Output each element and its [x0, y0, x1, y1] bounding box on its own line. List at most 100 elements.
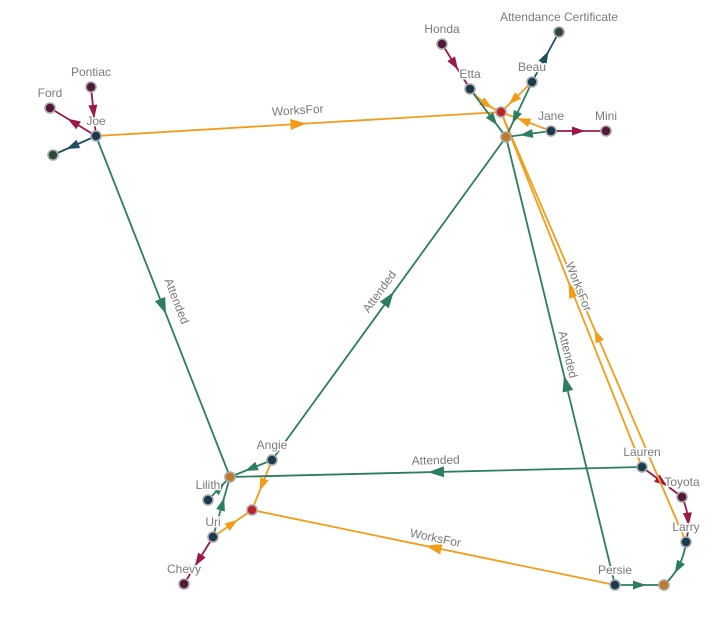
arrowhead-icon: [512, 109, 522, 124]
node-larry[interactable]: [680, 536, 692, 548]
node-honda[interactable]: [436, 38, 448, 50]
edge-label-lauren-event2: Attended: [412, 453, 460, 468]
node-label-chevy: Chevy: [167, 562, 201, 576]
arrowhead-icon: [290, 118, 307, 130]
edges-layer: [49, 31, 692, 590]
arrowhead-icon: [572, 126, 585, 136]
arrowhead-icon: [682, 512, 692, 526]
arrowhead-icon: [259, 477, 269, 492]
edge-joe-event2[interactable]: [95, 135, 231, 478]
arrowhead-icon: [195, 552, 206, 567]
node-label-ford: Ford: [38, 86, 63, 100]
node-toyota[interactable]: [676, 491, 688, 503]
edge-angie-event1[interactable]: [271, 136, 507, 461]
arrowhead-icon: [517, 118, 532, 128]
arrowhead-icon: [88, 104, 98, 118]
edge-pontiac-joe[interactable]: [88, 86, 98, 137]
node-label-mini: Mini: [595, 109, 617, 123]
edge-label-lauren-company1: WorksFor: [563, 260, 595, 313]
edge-joe-ford[interactable]: [49, 107, 97, 137]
arrowhead-icon: [66, 139, 81, 150]
node-uri[interactable]: [207, 531, 219, 543]
edge-persie-event3[interactable]: [615, 580, 664, 590]
node-pontiac[interactable]: [85, 81, 97, 93]
node-angie[interactable]: [266, 454, 278, 466]
edge-label-joe-company1: WorksFor: [271, 102, 324, 119]
arrowhead-icon: [154, 297, 166, 314]
node-etta[interactable]: [464, 83, 476, 95]
node-label-lilith: Lilith: [196, 478, 221, 492]
edge-angie-company2[interactable]: [251, 459, 273, 511]
edge-jane-company1[interactable]: [500, 111, 552, 132]
edge-honda-etta[interactable]: [441, 43, 471, 90]
arrowhead-icon: [674, 559, 685, 574]
edge-beau-attcert[interactable]: [531, 31, 560, 83]
edge-etta-event1[interactable]: [469, 88, 507, 138]
node-label-joe: Joe: [86, 114, 106, 128]
node-event1[interactable]: [500, 131, 512, 143]
node-label-attcert: Attendance Certificate: [500, 10, 618, 24]
arrowhead-icon: [447, 56, 459, 70]
arrowhead-icon: [538, 51, 549, 65]
node-label-jane: Jane: [538, 109, 564, 123]
edge-persie-company2[interactable]: [251, 509, 616, 586]
arrowhead-icon: [67, 118, 81, 130]
node-attcert[interactable]: [553, 26, 565, 38]
edge-joe-company1[interactable]: [95, 111, 502, 137]
edge-larry-event3[interactable]: [663, 541, 687, 586]
node-label-etta: Etta: [459, 67, 481, 81]
nodes-layer: [44, 26, 692, 591]
edge-uri-company2[interactable]: [212, 509, 253, 538]
node-label-lauren: Lauren: [623, 445, 660, 459]
node-mini[interactable]: [600, 125, 612, 137]
arrowhead-icon: [562, 375, 574, 393]
arrowhead-icon: [485, 112, 498, 126]
arrowhead-icon: [519, 128, 534, 138]
node-jane[interactable]: [545, 125, 557, 137]
node-ford[interactable]: [44, 102, 56, 114]
node-company1[interactable]: [495, 106, 507, 118]
node-chevy[interactable]: [178, 578, 190, 590]
node-label-toyota: Toyota: [664, 475, 700, 489]
arrowhead-icon: [633, 580, 646, 590]
node-label-larry: Larry: [672, 520, 699, 534]
node-label-beau: Beau: [518, 60, 546, 74]
node-persie[interactable]: [609, 579, 621, 591]
node-joe[interactable]: [90, 130, 102, 142]
node-event3[interactable]: [658, 579, 670, 591]
edge-beau-company1[interactable]: [500, 81, 533, 113]
node-label-uri: Uri: [205, 515, 220, 529]
arrowhead-icon: [428, 466, 445, 478]
edge-persie-event1[interactable]: [505, 136, 616, 586]
labels-layer: WorksForWorksForWorksForAttendedAttended…: [36, 9, 701, 579]
edge-uri-event2[interactable]: [212, 476, 231, 538]
edge-uri-chevy[interactable]: [183, 536, 214, 585]
node-cert1[interactable]: [47, 149, 59, 161]
edge-lauren-event2[interactable]: [229, 466, 643, 478]
node-lilith[interactable]: [202, 494, 214, 506]
edge-angie-event2[interactable]: [229, 459, 273, 478]
edge-beau-event1[interactable]: [505, 81, 533, 138]
edge-lauren-company1[interactable]: [500, 111, 643, 468]
node-event2[interactable]: [224, 471, 236, 483]
arrowhead-icon: [224, 519, 238, 531]
arrowhead-icon: [216, 497, 225, 512]
arrowhead-icon: [244, 461, 259, 471]
node-label-persie: Persie: [598, 563, 632, 577]
node-label-honda: Honda: [424, 22, 460, 36]
arrowhead-icon: [508, 92, 522, 105]
node-lauren[interactable]: [636, 461, 648, 473]
edge-joe-cert1[interactable]: [52, 135, 97, 156]
edge-larry-company1[interactable]: [500, 111, 687, 543]
arrowhead-icon: [425, 543, 443, 555]
node-beau[interactable]: [526, 76, 538, 88]
arrowhead-icon: [594, 329, 604, 344]
arrowhead-icon: [212, 482, 225, 496]
node-company2[interactable]: [246, 504, 258, 516]
arrowhead-icon: [568, 282, 580, 299]
edge-label-joe-event2: Attended: [161, 276, 192, 326]
edge-jane-event1[interactable]: [505, 128, 552, 138]
edge-jane-mini[interactable]: [551, 126, 606, 136]
